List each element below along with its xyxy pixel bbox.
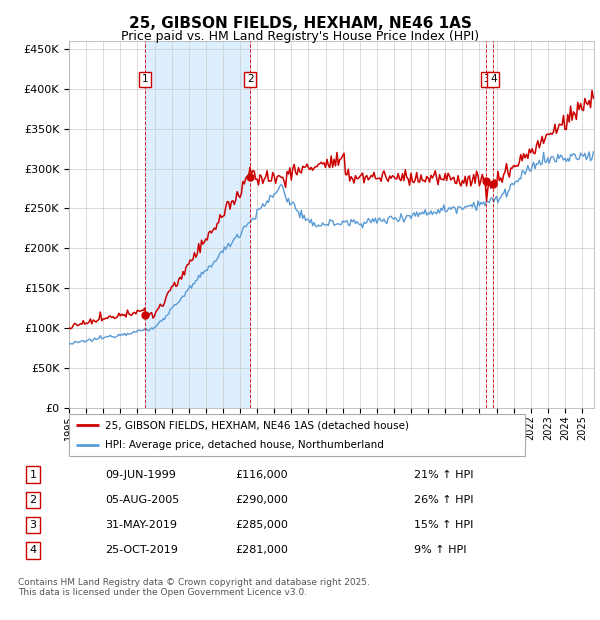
Text: 25, GIBSON FIELDS, HEXHAM, NE46 1AS: 25, GIBSON FIELDS, HEXHAM, NE46 1AS xyxy=(128,16,472,31)
Text: £290,000: £290,000 xyxy=(235,495,288,505)
Text: 25-OCT-2019: 25-OCT-2019 xyxy=(105,546,178,556)
Text: Price paid vs. HM Land Registry's House Price Index (HPI): Price paid vs. HM Land Registry's House … xyxy=(121,30,479,43)
Text: 05-AUG-2005: 05-AUG-2005 xyxy=(105,495,179,505)
Text: 31-MAY-2019: 31-MAY-2019 xyxy=(105,520,177,530)
Text: 4: 4 xyxy=(490,74,497,84)
Text: Contains HM Land Registry data © Crown copyright and database right 2025.
This d: Contains HM Land Registry data © Crown c… xyxy=(18,578,370,597)
Text: 1: 1 xyxy=(29,469,37,480)
Text: 21% ↑ HPI: 21% ↑ HPI xyxy=(414,469,473,480)
Bar xyxy=(145,41,250,408)
Text: 15% ↑ HPI: 15% ↑ HPI xyxy=(414,520,473,530)
Text: £116,000: £116,000 xyxy=(235,469,288,480)
Text: 25, GIBSON FIELDS, HEXHAM, NE46 1AS (detached house): 25, GIBSON FIELDS, HEXHAM, NE46 1AS (det… xyxy=(106,420,409,430)
Text: £285,000: £285,000 xyxy=(235,520,288,530)
FancyBboxPatch shape xyxy=(69,414,525,456)
Text: 3: 3 xyxy=(483,74,490,84)
Text: 26% ↑ HPI: 26% ↑ HPI xyxy=(414,495,473,505)
Text: HPI: Average price, detached house, Northumberland: HPI: Average price, detached house, Nort… xyxy=(106,440,385,450)
Text: 09-JUN-1999: 09-JUN-1999 xyxy=(105,469,176,480)
Text: 3: 3 xyxy=(29,520,37,530)
Text: £281,000: £281,000 xyxy=(235,546,288,556)
Text: 4: 4 xyxy=(29,546,37,556)
Text: 1: 1 xyxy=(142,74,148,84)
Text: 2: 2 xyxy=(29,495,37,505)
Text: 2: 2 xyxy=(247,74,253,84)
Text: 9% ↑ HPI: 9% ↑ HPI xyxy=(414,546,467,556)
